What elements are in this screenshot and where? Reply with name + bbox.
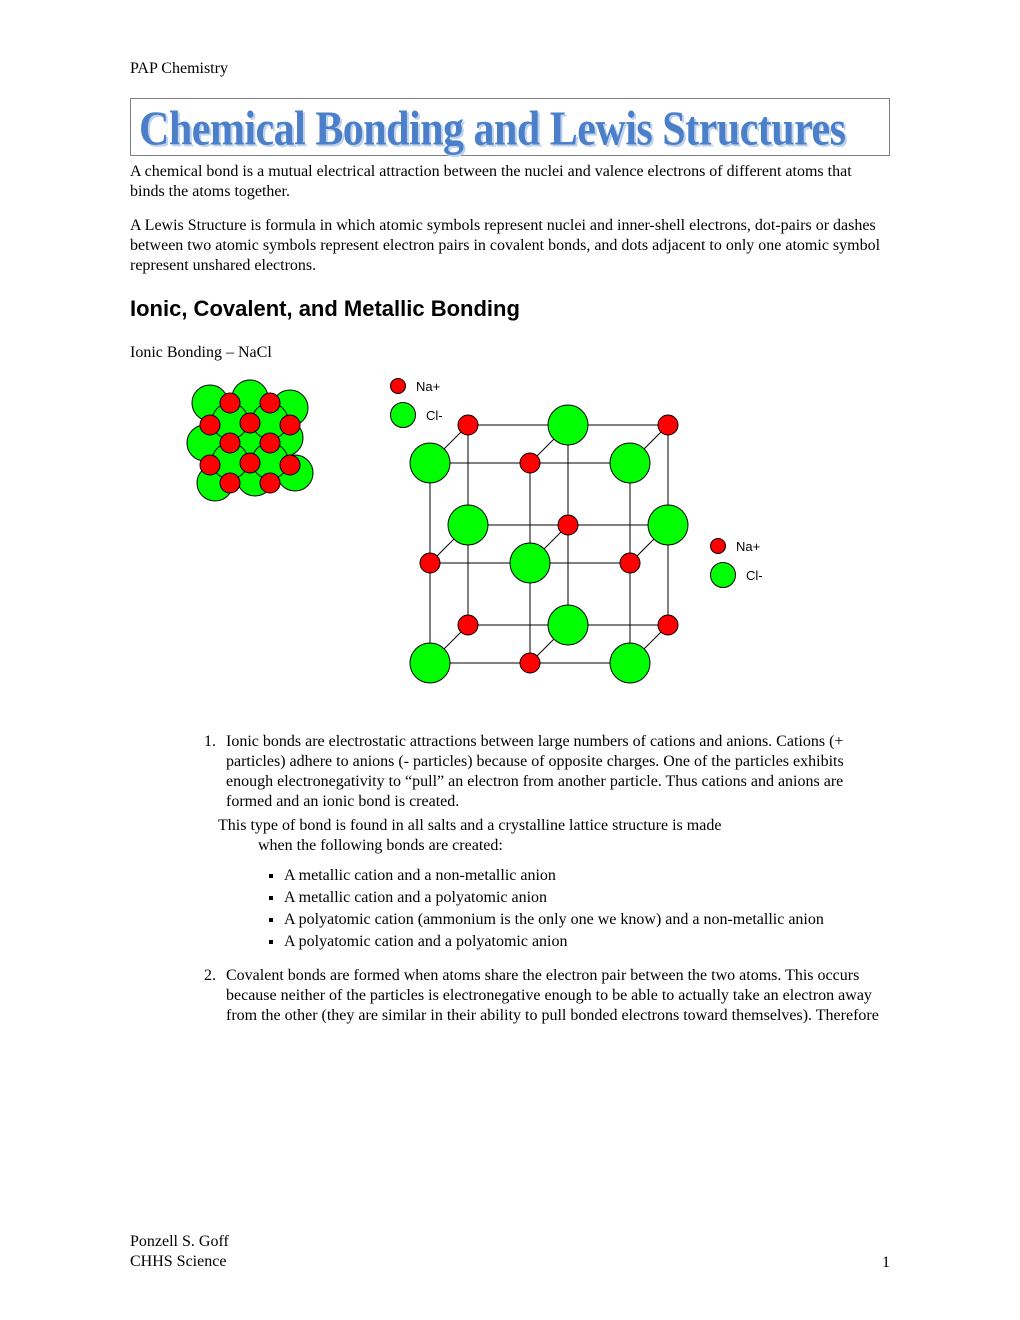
na-dot-icon (710, 538, 726, 554)
cl-dot-icon (710, 562, 736, 588)
cl-dot-icon (390, 402, 416, 428)
bullet-list: A metallic cation and a non-metallic ani… (226, 866, 890, 952)
section-heading: Ionic, Covalent, and Metallic Bonding (130, 296, 890, 322)
author-name: Ponzell S. Goff (130, 1232, 229, 1252)
bullet-item: A polyatomic cation and a polyatomic ani… (284, 932, 890, 952)
intro-paragraph-1: A chemical bond is a mutual electrical a… (130, 162, 890, 202)
page-footer: Ponzell S. Goff CHHS Science 1 (130, 1232, 890, 1272)
title-box: Chemical Bonding and Lewis Structures (130, 98, 890, 156)
course-name: PAP Chemistry (130, 60, 890, 78)
na-label: Na+ (736, 539, 760, 554)
page-number: 1 (882, 1254, 890, 1272)
bonding-list: Ionic bonds are electrostatic attraction… (130, 732, 890, 1026)
bullet-item: A polyatomic cation (ammonium is the onl… (284, 910, 890, 930)
sub-heading: Ionic Bonding – NaCl (130, 344, 890, 362)
bullet-item: A metallic cation and a non-metallic ani… (284, 866, 890, 886)
cl-label: Cl- (426, 408, 443, 423)
legend-2: Na+ Cl- (710, 538, 763, 596)
bullet-item: A metallic cation and a polyatomic anion (284, 888, 890, 908)
intro-paragraph-2: A Lewis Structure is formula in which at… (130, 216, 890, 276)
legend-1: Na+ Cl- (390, 378, 443, 436)
ionic-diagram: Na+ Cl- Na+ Cl- (170, 368, 810, 718)
na-dot-icon (390, 378, 406, 394)
org-name: CHHS Science (130, 1252, 229, 1272)
list-item: Ionic bonds are electrostatic attraction… (220, 732, 890, 952)
document-title: Chemical Bonding and Lewis Structures (139, 103, 881, 156)
sub-paragraph: This type of bond is found in all salts … (218, 816, 890, 856)
list-item: Covalent bonds are formed when atoms sha… (220, 966, 890, 1026)
na-label: Na+ (416, 379, 440, 394)
cl-label: Cl- (746, 568, 763, 583)
